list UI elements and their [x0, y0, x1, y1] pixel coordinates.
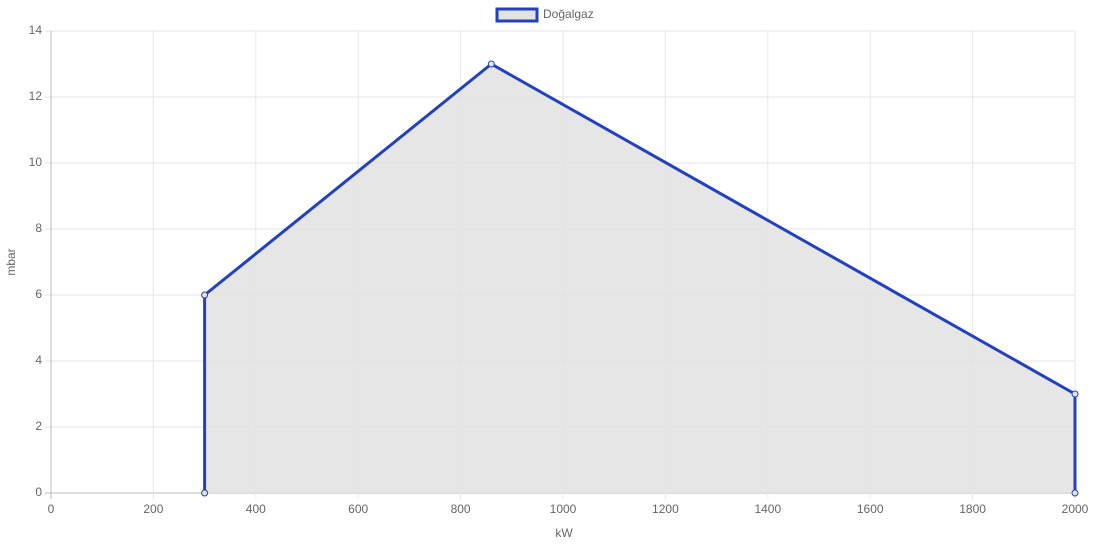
y-tick-label: 2: [35, 419, 42, 433]
y-tick-label: 0: [35, 485, 42, 499]
y-tick-label: 6: [35, 287, 42, 301]
x-tick-label: 1800: [959, 502, 986, 516]
y-tick-label: 10: [29, 155, 43, 169]
y-axis-label: mbar: [4, 248, 18, 275]
point: [201, 291, 209, 299]
x-tick-label: 600: [348, 502, 368, 516]
y-tick-label: 4: [35, 353, 42, 367]
point: [1071, 489, 1079, 497]
y-tick-label: 14: [29, 23, 43, 37]
x-tick-label: 800: [451, 502, 471, 516]
legend-label[interactable]: Doğalgaz: [543, 7, 594, 21]
point: [487, 60, 495, 68]
y-tick-label: 12: [29, 89, 43, 103]
point: [201, 489, 209, 497]
x-tick-label: 1200: [652, 502, 679, 516]
area: [204, 64, 1076, 493]
x-tick-label: 1400: [754, 502, 781, 516]
x-tick-label: 1600: [857, 502, 884, 516]
x-tick-label: 1000: [550, 502, 577, 516]
x-tick-label: 400: [246, 502, 266, 516]
point: [1071, 390, 1079, 398]
x-tick-label: 2000: [1062, 502, 1089, 516]
y-tick-label: 8: [35, 221, 42, 235]
x-tick-label: 200: [143, 502, 163, 516]
x-axis-label: kW: [555, 526, 573, 540]
x-tick-label: 0: [48, 502, 55, 516]
legend-swatch[interactable]: [495, 7, 539, 23]
